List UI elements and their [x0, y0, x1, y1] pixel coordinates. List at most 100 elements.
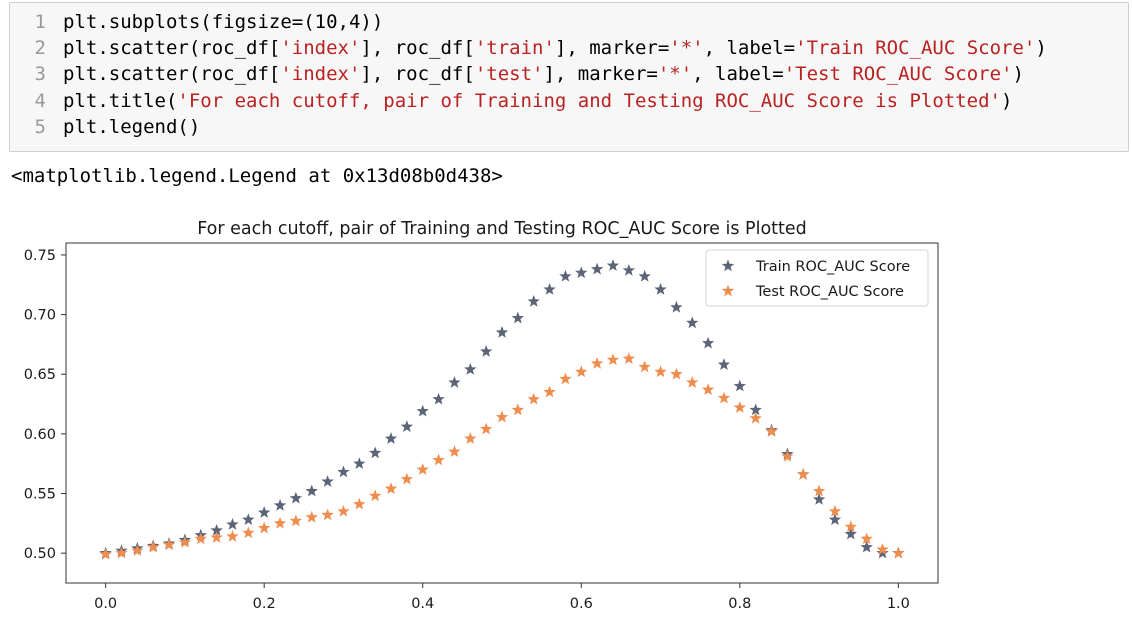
test-point [400, 472, 414, 485]
code-token: , label= [703, 37, 796, 60]
line-number: 3 [34, 63, 46, 86]
test-point [464, 432, 477, 444]
y-tick-label: 0.50 [24, 546, 56, 562]
y-tick-label: 0.60 [24, 427, 56, 443]
train-point [638, 269, 651, 282]
train-point [273, 498, 287, 511]
code-string-literal: 'index' [280, 37, 361, 60]
train-point [527, 294, 540, 307]
chart-title: For each cutoff, pair of Training and Te… [197, 219, 807, 239]
train-point [448, 376, 461, 388]
code-string-literal: 'test' [474, 63, 544, 86]
test-point [384, 482, 398, 495]
code-cell[interactable]: 1 plt.subplots(figsize=(10,4)) 2 plt.scatte… [9, 2, 1129, 152]
y-tick-label: 0.55 [24, 487, 56, 503]
train-point [511, 311, 525, 324]
test-point [321, 508, 334, 521]
code-line: 3 plt.scatter(roc_df['index'], roc_df['te… [10, 61, 1024, 87]
code-token: ], roc_df[ [360, 37, 475, 60]
train-point [416, 404, 429, 417]
test-point [765, 424, 778, 437]
test-point [670, 367, 683, 380]
test-point [701, 383, 715, 395]
train-point [242, 513, 255, 526]
test-point [638, 360, 651, 373]
legend-train-marker [721, 259, 735, 272]
test-point [147, 540, 160, 553]
test-point [590, 356, 604, 369]
code-line: 5 plt.legend() [10, 114, 201, 140]
code-token: ) [1012, 63, 1024, 86]
x-tick-label: 0.4 [411, 596, 434, 612]
train-point [670, 300, 683, 313]
test-point [828, 504, 842, 517]
train-point [622, 263, 636, 276]
train-point [432, 392, 445, 405]
legend-box [705, 249, 929, 307]
test-point [353, 497, 366, 510]
test-point [733, 401, 746, 413]
y-tick-label: 0.70 [24, 308, 56, 324]
test-point [876, 543, 889, 555]
train-point [400, 420, 414, 432]
scatter-chart: For each cutoff, pair of Training and Te… [24, 219, 939, 612]
train-point [828, 513, 842, 526]
code-token: ) [1001, 89, 1013, 112]
train-point [321, 475, 334, 487]
code-token: ], marker= [554, 37, 670, 60]
train-point [701, 336, 715, 349]
test-point [432, 453, 445, 466]
train-point [368, 446, 382, 459]
train-point [876, 546, 889, 559]
line-number: 4 [34, 89, 46, 112]
code-token: plt.legend() [63, 115, 201, 138]
code-token: plt.scatter(roc_df[ [63, 37, 281, 60]
line-number: 5 [34, 115, 46, 138]
x-tick-label: 0.2 [253, 596, 276, 612]
test-point [844, 520, 857, 533]
train-point [305, 484, 318, 497]
test-point [543, 385, 556, 398]
test-point [258, 521, 271, 534]
code-token: ], marker= [543, 63, 658, 86]
code-line: 2 plt.scatter(roc_df['index'], roc_df['tr… [10, 35, 1047, 61]
cell-output: <matplotlib.legend.Legend at 0x13d08b0d4… [11, 165, 503, 187]
train-point [575, 266, 588, 279]
test-point [781, 450, 794, 462]
test-point [178, 535, 192, 548]
test-point [892, 546, 905, 559]
test-point [749, 411, 762, 424]
x-tick-label: 0.0 [94, 596, 117, 612]
train-point [210, 524, 223, 536]
test-point [606, 353, 620, 366]
train-point [226, 518, 239, 530]
test-point [622, 352, 636, 364]
test-point [115, 546, 128, 559]
train-point [860, 540, 873, 553]
code-token: , label= [692, 63, 784, 86]
test-point [210, 531, 223, 543]
test-point [305, 510, 318, 523]
train-point [812, 492, 826, 505]
test-point [337, 504, 350, 517]
test-point [448, 445, 461, 458]
code-string-literal: 'train' [474, 37, 555, 60]
test-point [717, 391, 731, 404]
x-tick-label: 1.0 [887, 596, 910, 612]
code-token: plt.title( [63, 89, 178, 112]
train-point [337, 465, 350, 478]
test-point [527, 392, 540, 405]
code-token: plt.scatter(roc_df[ [63, 63, 281, 86]
code-token: plt.subplots(figsize=(10,4)) [63, 11, 384, 33]
code-string-literal: '*' [669, 37, 704, 60]
test-point [495, 410, 509, 423]
train-point [686, 316, 699, 329]
x-tick-label: 0.8 [728, 596, 751, 612]
train-point [717, 358, 731, 370]
code-string-literal: 'For each cutoff, pair of Training and T… [177, 89, 1001, 112]
train-point [353, 457, 366, 469]
x-tick-label: 0.6 [570, 596, 593, 612]
legend-train-label: Train ROC_AUC Score [755, 259, 910, 275]
code-string-literal: 'Train ROC_AUC Score' [795, 37, 1036, 60]
train-point [590, 262, 604, 275]
